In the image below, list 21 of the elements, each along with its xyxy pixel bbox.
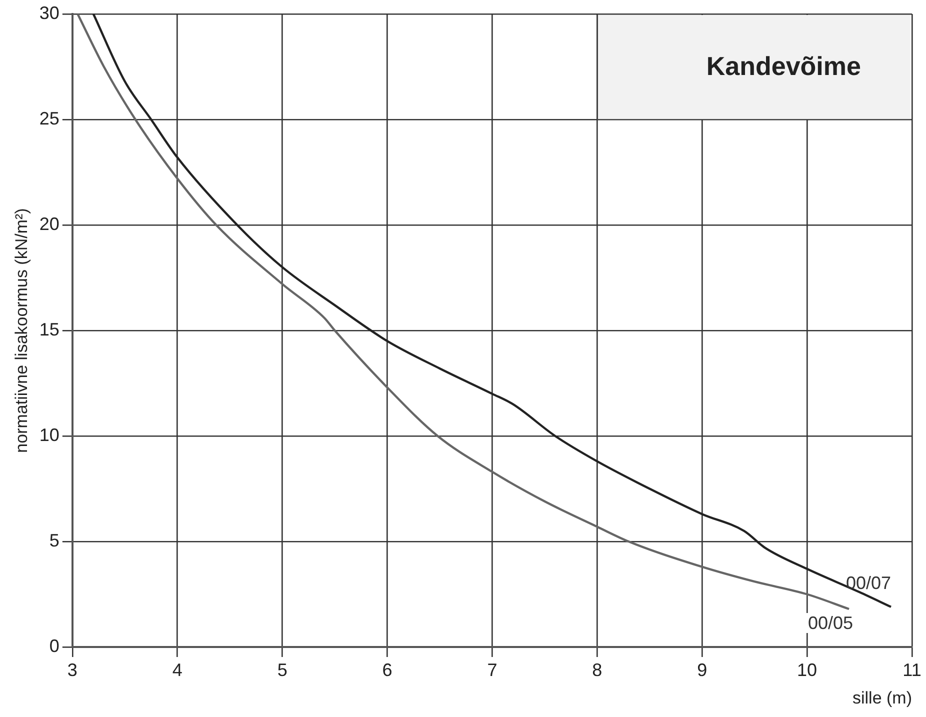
y-tick-label: 0 [49, 636, 60, 656]
x-tick-label: 3 [67, 660, 78, 680]
y-tick-label: 10 [39, 424, 60, 445]
x-tick-label: 11 [902, 660, 922, 680]
x-axis-title: sille (m) [852, 688, 912, 708]
series-label: 00/05 [808, 612, 854, 633]
x-tick-label: 10 [797, 660, 818, 680]
series-label: 00/07 [846, 572, 892, 593]
y-tick-label: 15 [39, 319, 60, 340]
x-tick-label: 4 [172, 660, 182, 680]
y-tick-label: 30 [39, 2, 60, 23]
x-tick-label: 6 [382, 660, 392, 680]
x-tick-label: 9 [697, 660, 708, 680]
title-box: Kandevõime [597, 15, 911, 120]
y-tick-label: 5 [49, 530, 60, 550]
y-axis-title: normatiivne lisakoormus (kN/m²) [12, 208, 31, 453]
x-tick-label: 5 [277, 660, 288, 680]
y-tick-label: 20 [39, 214, 60, 234]
x-tick-label: 8 [592, 660, 602, 680]
y-tick-label: 25 [39, 108, 60, 128]
x-tick-label: 7 [487, 660, 498, 680]
